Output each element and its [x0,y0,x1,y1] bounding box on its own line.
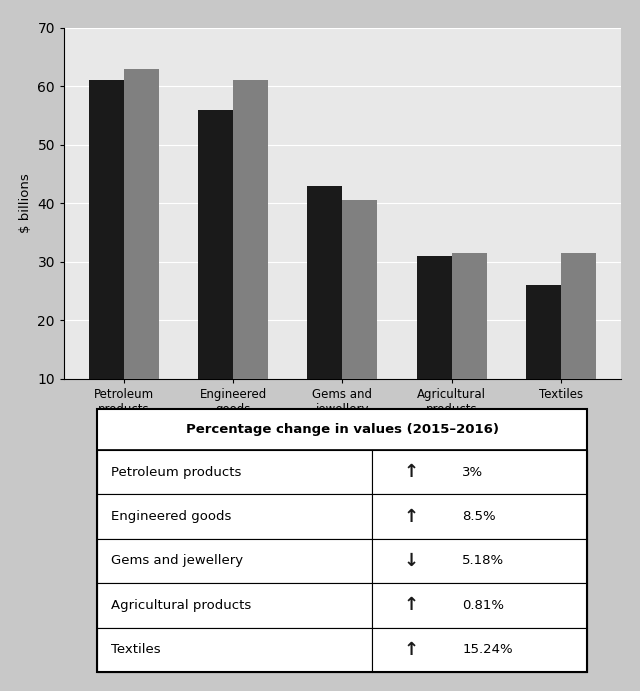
Text: Percentage change in values (2015–2016): Percentage change in values (2015–2016) [186,423,499,436]
Text: ↑: ↑ [403,596,418,614]
Bar [97,409,588,672]
Bar [97,539,372,583]
Bar [372,494,588,539]
Text: 8.5%: 8.5% [462,510,496,523]
Text: Textiles: Textiles [111,643,161,656]
Text: 3%: 3% [462,466,483,479]
Bar [89,80,124,437]
Bar [372,583,588,627]
Text: ↑: ↑ [403,463,418,481]
Text: Petroleum products: Petroleum products [111,466,242,479]
Bar [97,627,372,672]
Bar [233,80,268,437]
Bar [307,186,342,437]
Bar [561,253,596,437]
X-axis label: Product Category: Product Category [274,424,411,438]
Bar [97,450,372,494]
Text: ↑: ↑ [403,641,418,659]
Bar [342,200,378,437]
Bar [417,256,452,437]
Text: ↑: ↑ [403,508,418,526]
Text: 0.81%: 0.81% [462,599,504,612]
Bar [97,583,372,627]
Bar [452,253,486,437]
Bar [372,627,588,672]
Text: 5.18%: 5.18% [462,554,504,567]
Text: ↓: ↓ [403,552,418,570]
Bar [198,110,233,437]
Bar [372,450,588,494]
Text: Gems and jewellery: Gems and jewellery [111,554,243,567]
Text: Engineered goods: Engineered goods [111,510,232,523]
Bar [97,409,588,450]
Bar [124,68,159,437]
Bar [526,285,561,437]
Bar [372,539,588,583]
Y-axis label: $ billions: $ billions [19,173,32,233]
Text: Agricultural products: Agricultural products [111,599,252,612]
Bar [97,494,372,539]
Text: 15.24%: 15.24% [462,643,513,656]
